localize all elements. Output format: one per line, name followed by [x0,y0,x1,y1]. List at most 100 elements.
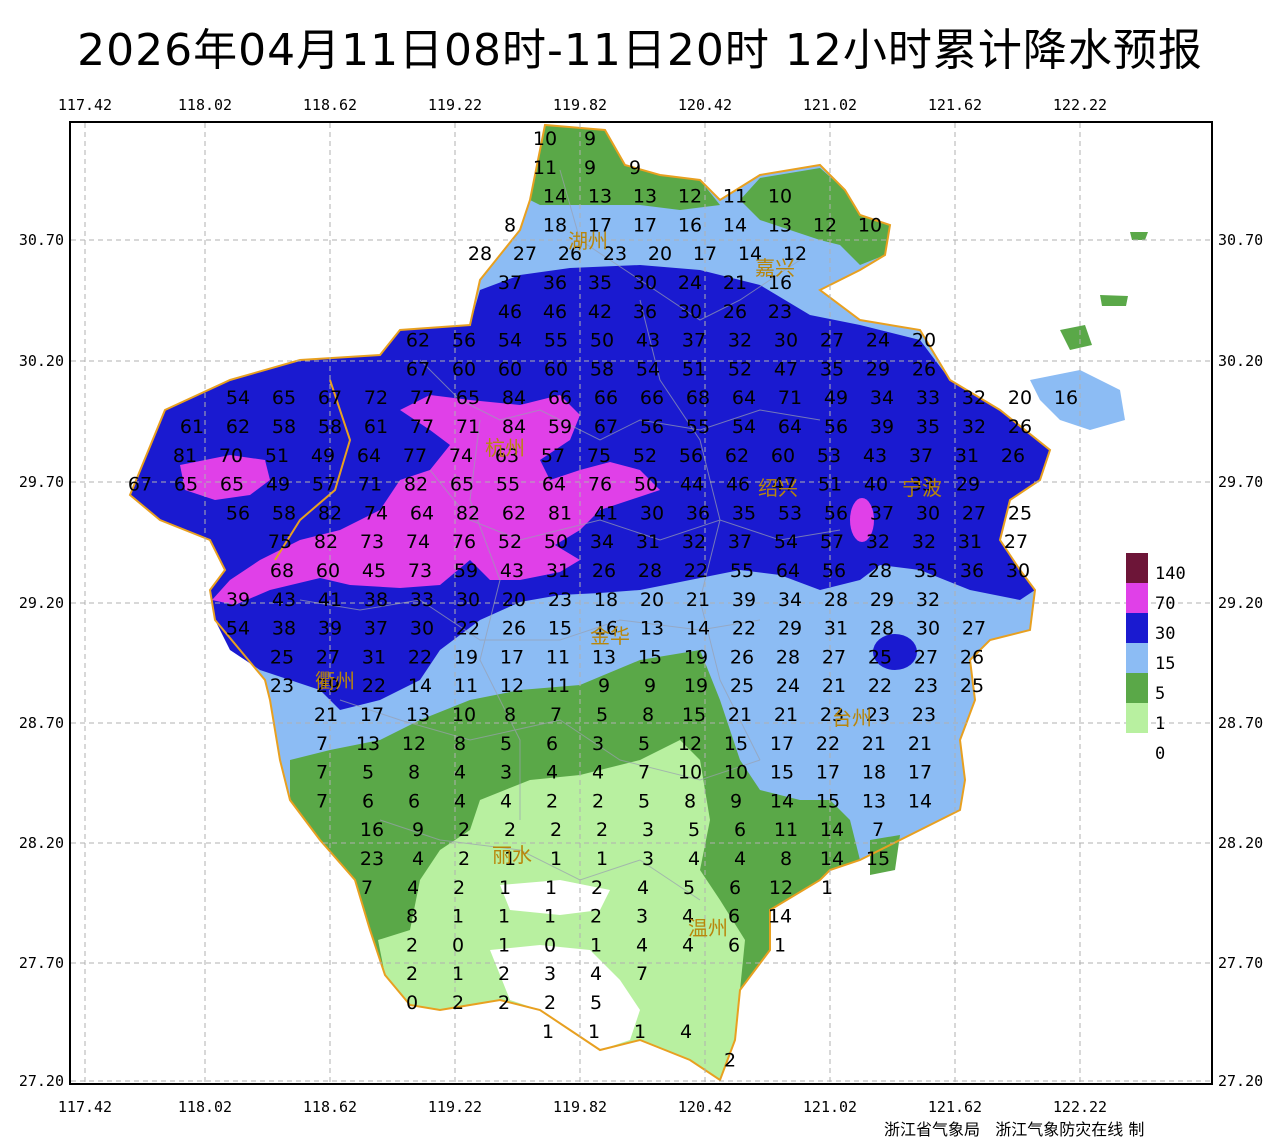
precip-value: 81 [548,502,572,524]
precip-value: 11 [546,675,570,697]
precip-value: 55 [496,474,520,496]
precip-value: 36 [960,560,984,582]
precip-value: 12 [678,186,702,208]
precip-value: 1 [504,848,516,870]
precip-value: 4 [500,790,512,812]
precip-value: 2 [406,934,418,956]
lon-tick-bottom: 121.62 [928,1098,982,1116]
precip-value: 4 [688,848,700,870]
precip-value: 26 [558,243,582,265]
precip-zone-70 [212,395,660,605]
precip-value: 43 [863,445,887,467]
precip-value: 32 [682,531,706,553]
precip-value: 82 [404,474,428,496]
precip-value: 26 [912,358,936,380]
precip-value: 30 [633,272,657,294]
precip-value: 29 [866,358,890,380]
lat-tick-right: 30.20 [1218,352,1263,370]
precip-value: 47 [774,358,798,380]
lon-tick-top: 119.22 [428,96,482,114]
precip-value: 27 [513,243,537,265]
precip-value: 3 [642,848,654,870]
precip-value: 60 [498,358,522,380]
precip-value: 75 [587,445,611,467]
precip-value: 74 [449,445,473,467]
precip-value: 15 [866,848,890,870]
precip-value: 22 [456,618,480,640]
precip-value: 54 [732,416,756,438]
precip-value: 14 [768,906,792,928]
precip-value: 23 [768,301,792,323]
precip-value: 28 [868,560,892,582]
precip-value: 68 [270,560,294,582]
precip-value: 73 [408,560,432,582]
city-label: 温州 [688,916,728,940]
precip-value: 49 [824,387,848,409]
precip-value: 2 [498,992,510,1014]
precip-value: 71 [456,416,480,438]
precip-value: 25 [270,646,294,668]
precip-value: 0 [544,934,556,956]
precip-value: 58 [272,502,296,524]
precip-value: 26 [1001,445,1025,467]
precip-value: 23 [270,675,294,697]
precip-value: 64 [732,387,756,409]
axis-ticks: 117.42 117.42 118.02 118.02 118.62 118.62 119.… [19,96,1263,1116]
precip-value: 50 [590,330,614,352]
precip-value: 31 [958,531,982,553]
precip-value: 71 [778,387,802,409]
precip-value: 5 [500,733,512,755]
precip-value: 49 [311,445,335,467]
precip-value: 2 [592,790,604,812]
island-small-3 [1130,232,1148,240]
precip-value: 1 [498,934,510,956]
precip-value: 2 [590,906,602,928]
precip-value: 5 [683,877,695,899]
precip-value: 56 [824,416,848,438]
precip-value: 65 [450,474,474,496]
precip-value: 60 [316,560,340,582]
precip-value: 27 [962,618,986,640]
precip-value: 14 [686,618,710,640]
precip-value: 13 [633,186,657,208]
precip-value: 27 [1004,531,1028,553]
precip-value: 54 [498,330,522,352]
precip-value: 55 [544,330,568,352]
legend-swatch [1126,583,1148,613]
precip-value: 12 [500,675,524,697]
precip-value: 26 [723,301,747,323]
precip-value: 13 [768,214,792,236]
precip-value: 36 [543,272,567,294]
precip-value: 64 [410,502,434,524]
precip-value: 17 [770,733,794,755]
precip-value: 2 [453,877,465,899]
precip-value: 2 [498,963,510,985]
lat-tick-left: 29.20 [19,594,64,612]
precip-value: 53 [817,445,841,467]
precip-value: 35 [916,416,940,438]
precip-value: 52 [498,531,522,553]
precip-value: 8 [504,704,516,726]
precip-value: 1 [542,1021,554,1043]
precip-value: 47 [772,474,796,496]
precip-value: 22 [362,675,386,697]
precip-value: 35 [588,272,612,294]
precip-value: 74 [406,531,430,553]
precip-value: 70 [219,445,243,467]
precip-value: 39 [732,589,756,611]
precip-value: 31 [636,531,660,553]
precip-value: 19 [454,646,478,668]
lon-tick-bottom: 119.82 [553,1098,607,1116]
precip-value: 9 [412,819,424,841]
precip-value: 17 [500,646,524,668]
precip-value: 24 [866,330,890,352]
precip-value: 22 [868,675,892,697]
precip-value: 58 [272,416,296,438]
precip-value: 28 [776,646,800,668]
precip-value: 21 [908,733,932,755]
precip-value: 30 [456,589,480,611]
precip-value: 27 [316,646,340,668]
precip-value: 4 [734,848,746,870]
precip-value: 58 [590,358,614,380]
precip-value: 43 [272,589,296,611]
